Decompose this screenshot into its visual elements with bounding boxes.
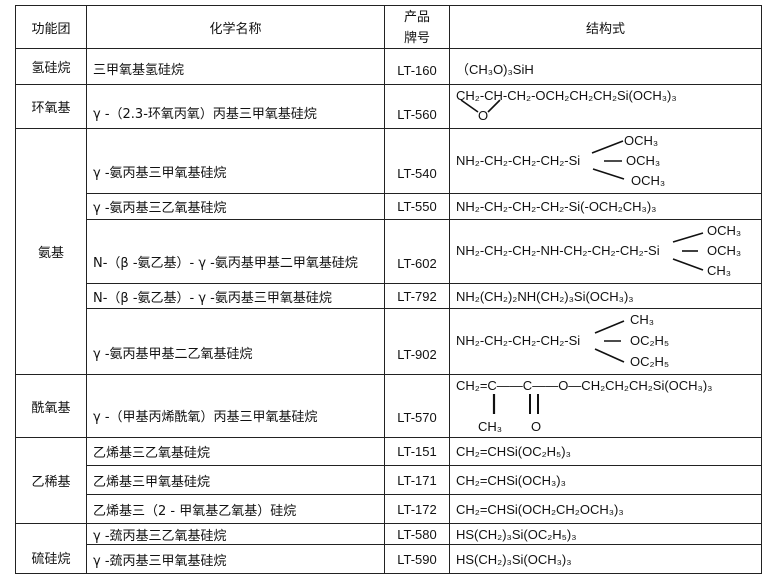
formula-cell: NH₂-CH₂-CH₂-NH-CH₂-CH₂-CH₂-Si OCH₃ OCH₃ … — [449, 219, 762, 284]
header-formula: 结构式 — [449, 5, 762, 49]
name-cell: 乙烯基三（2 - 甲氧基乙氧基）硅烷 — [86, 494, 385, 524]
formula-cell: CH₂=CHSi(OCH₃)₃ — [449, 465, 762, 495]
table-row: 酰氧基 γ -（甲基丙烯酰氧）丙基三甲氧基硅烷 LT-570 CH₂=C——C—… — [15, 374, 762, 438]
header-row: 功能团 化学名称 产品 牌号 结构式 — [15, 5, 762, 49]
code-cell: LT-160 — [384, 48, 450, 85]
name-cell: γ -（2.3-环氧丙氧）丙基三甲氧基硅烷 — [86, 84, 385, 129]
table-row: N-（β -氨乙基）- γ -氨丙基三甲氧基硅烷 LT-792 NH₂(CH₂)… — [16, 283, 762, 309]
table-row: 乙烯基三（2 - 甲氧基乙氧基）硅烷 LT-172 CH₂=CHSi(OCH₂C… — [16, 494, 762, 524]
formula-cell: NH₂-CH₂-CH₂-CH₂-Si CH₃ OC₂H₅ OC₂H₅ — [449, 308, 762, 375]
formula-branch: CH₃ — [630, 312, 655, 327]
code-cell: LT-550 — [384, 193, 450, 220]
formula-branch: CH₃ — [707, 263, 732, 278]
code-cell: LT-540 — [384, 128, 450, 194]
table-row: 氢硅烷 三甲氧基氢硅烷 LT-160 （CH₃O)₃SiH — [15, 48, 762, 85]
silicon-bonds — [591, 140, 625, 180]
code-cell: LT-172 — [384, 494, 450, 524]
formula-cell: HS(CH₂)₃Si(OCH₃)₃ — [449, 544, 762, 574]
name-cell: N-（β -氨乙基）- γ -氨丙基三甲氧基硅烷 — [86, 283, 385, 309]
name-cell: γ -巯丙基三甲氧基硅烷 — [86, 544, 385, 574]
header-name: 化学名称 — [86, 5, 385, 49]
name-cell: 三甲氧基氢硅烷 — [86, 48, 385, 85]
formula-branch: OCH₃ — [631, 173, 666, 188]
code-cell: LT-902 — [384, 308, 450, 375]
formula-cell: HS(CH₂)₃Si(OC₂H₅)₃ — [449, 523, 762, 545]
table-row: 环氧基 γ -（2.3-环氧丙氧）丙基三甲氧基硅烷 LT-560 CH₂-CH-… — [15, 84, 762, 129]
formula-cell: NH₂(CH₂)₂NH(CH₂)₃Si(OCH₃)₃ — [449, 283, 762, 309]
silicon-bonds — [672, 232, 704, 271]
table-row: γ -氨丙基甲基二乙氧基硅烷 LT-902 NH₂-CH₂-CH₂-CH₂-Si… — [16, 308, 762, 375]
code-cell: LT-792 — [384, 283, 450, 309]
name-cell: γ -氨丙基甲基二乙氧基硅烷 — [86, 308, 385, 375]
formula-cell: CH₂-CH-CH₂-OCH₂CH₂CH₂Si(OCH₃)₃ O — [449, 84, 762, 129]
formula-cell: （CH₃O)₃SiH — [449, 48, 762, 85]
header-group: 功能团 — [15, 5, 87, 49]
formula-branch: OCH₃ — [707, 223, 742, 238]
name-cell: γ -（甲基丙烯酰氧）丙基三甲氧基硅烷 — [86, 374, 385, 438]
name-cell: γ -氨丙基三甲氧基硅烷 — [86, 128, 385, 194]
formula-cell: NH₂-CH₂-CH₂-CH₂-Si(-OCH₂CH₃)₃ — [449, 193, 762, 220]
group-cell: 氨基 — [15, 128, 87, 375]
table-row: 乙稀基 乙烯基三乙氧基硅烷 LT-151 CH₂=CHSi(OC₂H₅)₃ — [15, 437, 762, 524]
formula-ring-oxygen: O — [478, 108, 489, 123]
group-cell: 乙稀基 — [15, 437, 87, 524]
formula-main: CH₂=C——C——O—CH₂CH₂CH₂Si(OCH₃)₃ — [456, 378, 713, 393]
formula-cell: NH₂-CH₂-CH₂-CH₂-Si OCH₃ OCH₃ OCH₃ — [449, 128, 762, 194]
formula-methyl: CH₃ — [478, 419, 503, 434]
formula-cell: CH₂=CHSi(OC₂H₅)₃ — [449, 437, 762, 466]
formula-branch: OC₂H₅ — [630, 354, 670, 369]
name-cell: 乙烯基三甲氧基硅烷 — [86, 465, 385, 495]
silane-table: 功能团 化学名称 产品 牌号 结构式 氢硅烷 三甲氧基氢硅烷 LT-160 （C… — [15, 5, 762, 574]
code-cell: LT-590 — [384, 544, 450, 574]
code-cell: LT-151 — [384, 437, 450, 466]
formula-branch: OC₂H₅ — [630, 333, 670, 348]
epoxy-ring-bonds — [460, 99, 501, 113]
formula-carbonyl-oxygen: O — [531, 419, 542, 434]
formula-main: CH₂-CH-CH₂-OCH₂CH₂CH₂Si(OCH₃)₃ — [456, 88, 677, 103]
code-cell: LT-171 — [384, 465, 450, 495]
formula-cell: CH₂=C——C——O—CH₂CH₂CH₂Si(OCH₃)₃ CH₃ O — [449, 374, 762, 438]
formula-branch: OCH₃ — [624, 133, 659, 148]
header-code: 产品 牌号 — [384, 5, 450, 49]
table-row: γ -巯丙基三甲氧基硅烷 LT-590 HS(CH₂)₃Si(OCH₃)₃ — [16, 544, 762, 574]
formula-main: NH₂-CH₂-CH₂-NH-CH₂-CH₂-CH₂-Si — [456, 243, 660, 258]
code-cell: LT-580 — [384, 523, 450, 545]
code-cell: LT-570 — [384, 374, 450, 438]
group-cell: 酰氧基 — [15, 374, 87, 438]
name-cell: 乙烯基三乙氧基硅烷 — [86, 437, 385, 466]
name-cell: N-（β -氨乙基）- γ -氨丙基甲基二甲氧基硅烷 — [86, 219, 385, 284]
table-row: γ -氨丙基三乙氧基硅烷 LT-550 NH₂-CH₂-CH₂-CH₂-Si(-… — [16, 193, 762, 220]
table-row: N-（β -氨乙基）- γ -氨丙基甲基二甲氧基硅烷 LT-602 NH₂-CH… — [16, 219, 762, 284]
group-cell: 氢硅烷 — [15, 48, 87, 85]
table-row: 乙烯基三甲氧基硅烷 LT-171 CH₂=CHSi(OCH₃)₃ — [16, 465, 762, 495]
formula-branch: OCH₃ — [626, 153, 661, 168]
table-row: 硫硅烷 γ -巯丙基三乙氧基硅烷 LT-580 HS(CH₂)₃Si(OC₂H₅… — [15, 523, 762, 574]
name-cell: γ -巯丙基三乙氧基硅烷 — [86, 523, 385, 545]
formula-main: NH₂-CH₂-CH₂-CH₂-Si — [456, 333, 581, 348]
table-row: 氨基 γ -氨丙基三甲氧基硅烷 LT-540 NH₂-CH₂-CH₂-CH₂-S… — [15, 128, 762, 375]
formula-main: NH₂-CH₂-CH₂-CH₂-Si — [456, 153, 581, 168]
group-cell: 环氧基 — [15, 84, 87, 129]
formula-branch: OCH₃ — [707, 243, 742, 258]
formula-cell: CH₂=CHSi(OCH₂CH₂OCH₃)₃ — [449, 494, 762, 524]
acyl-bonds — [492, 394, 539, 414]
group-cell: 硫硅烷 — [15, 523, 87, 574]
code-cell: LT-602 — [384, 219, 450, 284]
name-cell: γ -氨丙基三乙氧基硅烷 — [86, 193, 385, 220]
silicon-bonds — [594, 320, 625, 363]
code-cell: LT-560 — [384, 84, 450, 129]
